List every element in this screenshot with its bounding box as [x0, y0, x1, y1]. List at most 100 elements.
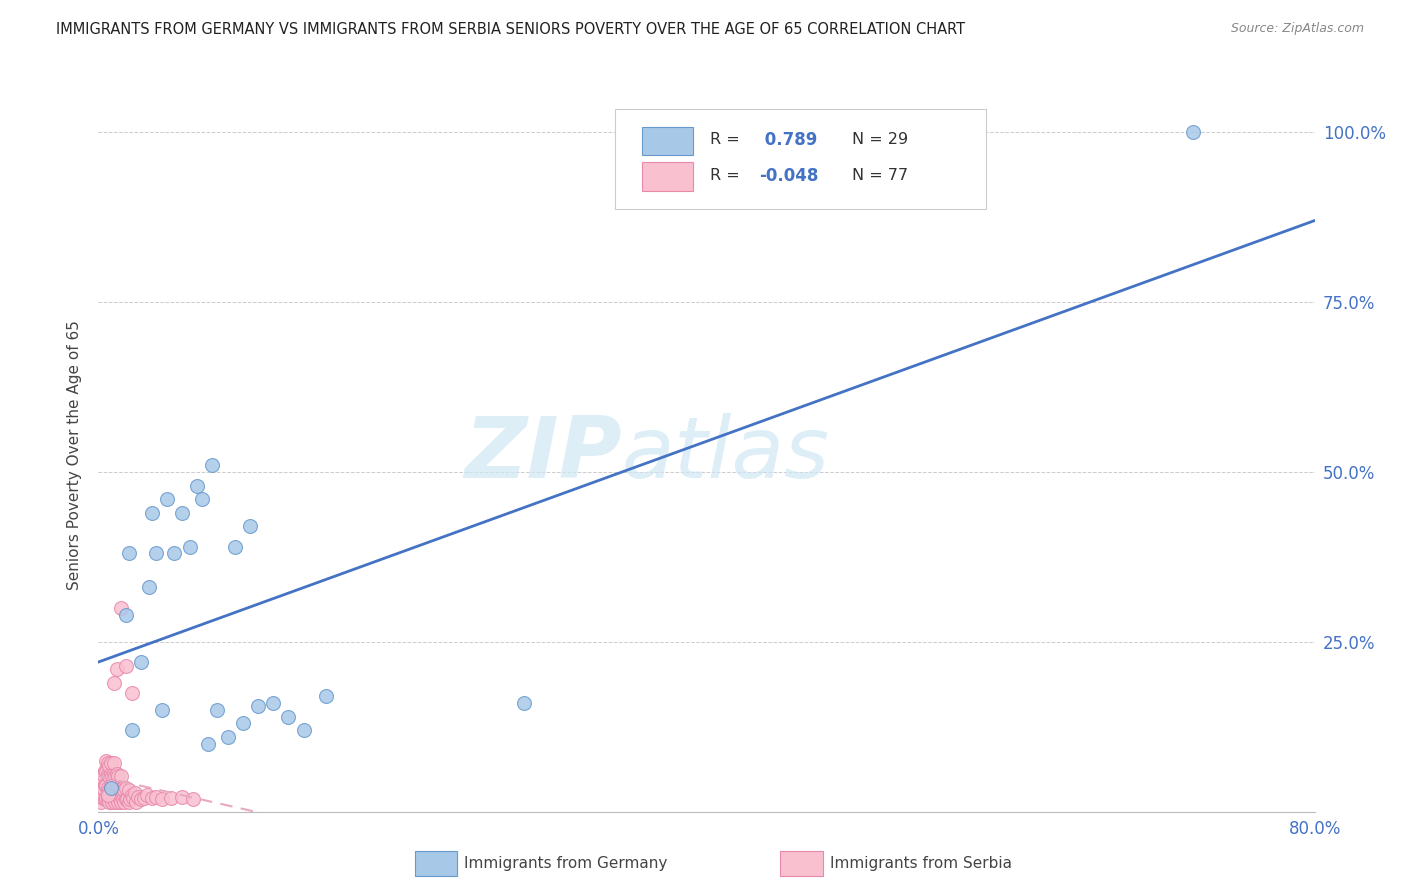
Text: -0.048: -0.048 — [759, 167, 818, 185]
Point — [96, 767, 118, 781]
Point — [91, 780, 114, 795]
Point — [114, 780, 136, 795]
Point — [111, 780, 134, 795]
Point — [104, 783, 127, 797]
Point — [96, 756, 118, 770]
Point — [96, 792, 118, 806]
Text: R =: R = — [710, 132, 745, 147]
Point — [105, 792, 128, 806]
Point — [1182, 125, 1205, 139]
Point — [94, 754, 117, 768]
Point — [247, 699, 270, 714]
Y-axis label: Seniors Poverty Over the Age of 65: Seniors Poverty Over the Age of 65 — [67, 320, 83, 590]
Point — [100, 780, 122, 795]
Point — [111, 792, 134, 806]
Point — [117, 792, 139, 806]
Point — [90, 795, 112, 809]
Point — [121, 686, 143, 700]
Point — [141, 791, 163, 805]
Point — [112, 795, 135, 809]
Point — [239, 519, 262, 533]
Point — [103, 756, 125, 770]
Point — [118, 783, 141, 797]
Point — [98, 769, 121, 783]
Point — [145, 546, 167, 560]
Point — [136, 788, 159, 802]
Point — [94, 791, 117, 805]
Point — [94, 779, 117, 793]
Point — [179, 540, 201, 554]
Point — [110, 769, 132, 783]
Text: Immigrants from Germany: Immigrants from Germany — [464, 856, 668, 871]
Text: ZIP: ZIP — [464, 413, 621, 497]
Point — [120, 792, 142, 806]
Point — [197, 737, 219, 751]
Point — [101, 769, 124, 783]
Point — [118, 546, 141, 560]
Point — [110, 795, 132, 809]
Point — [224, 540, 246, 554]
Point — [170, 789, 193, 804]
Point — [93, 792, 115, 806]
Point — [107, 795, 129, 809]
Point — [100, 780, 122, 795]
Point — [141, 506, 163, 520]
Text: N = 77: N = 77 — [852, 169, 908, 184]
Point — [100, 779, 122, 793]
Point — [138, 581, 160, 595]
Point — [114, 607, 136, 622]
Point — [103, 675, 125, 690]
Point — [122, 791, 145, 805]
Text: IMMIGRANTS FROM GERMANY VS IMMIGRANTS FROM SERBIA SENIORS POVERTY OVER THE AGE O: IMMIGRANTS FROM GERMANY VS IMMIGRANTS FR… — [56, 22, 966, 37]
Point — [170, 506, 193, 520]
Point — [103, 792, 125, 806]
Point — [89, 788, 111, 802]
Point — [163, 546, 186, 560]
Point — [100, 792, 122, 806]
Point — [110, 783, 132, 797]
Point — [129, 655, 152, 669]
FancyBboxPatch shape — [616, 109, 986, 209]
Point — [191, 492, 214, 507]
Point — [150, 703, 173, 717]
Point — [125, 795, 148, 809]
Point — [108, 792, 131, 806]
Point — [103, 767, 125, 781]
Point — [150, 792, 173, 806]
Point — [105, 662, 128, 676]
Point — [156, 492, 179, 507]
Point — [91, 767, 114, 781]
Point — [129, 792, 152, 806]
Point — [132, 791, 155, 805]
Point — [127, 789, 149, 804]
Point — [100, 756, 122, 770]
Point — [100, 767, 122, 781]
FancyBboxPatch shape — [643, 162, 693, 191]
Point — [112, 783, 135, 797]
Point — [186, 478, 208, 492]
Point — [217, 730, 239, 744]
Point — [232, 716, 254, 731]
Text: Source: ZipAtlas.com: Source: ZipAtlas.com — [1230, 22, 1364, 36]
Point — [105, 780, 128, 795]
Point — [121, 723, 143, 738]
Point — [93, 778, 115, 792]
Point — [103, 780, 125, 795]
Point — [205, 703, 228, 717]
Text: Immigrants from Serbia: Immigrants from Serbia — [830, 856, 1011, 871]
Point — [315, 689, 337, 703]
Point — [91, 791, 114, 805]
Point — [94, 765, 117, 780]
Point — [145, 789, 167, 804]
Point — [104, 795, 127, 809]
Point — [201, 458, 224, 472]
Point — [96, 788, 118, 802]
Point — [96, 780, 118, 795]
Point — [121, 788, 143, 802]
Point — [110, 600, 132, 615]
Point — [292, 723, 315, 738]
Point — [98, 795, 121, 809]
Point — [101, 783, 124, 797]
Text: 0.789: 0.789 — [759, 130, 817, 148]
Point — [90, 774, 112, 789]
